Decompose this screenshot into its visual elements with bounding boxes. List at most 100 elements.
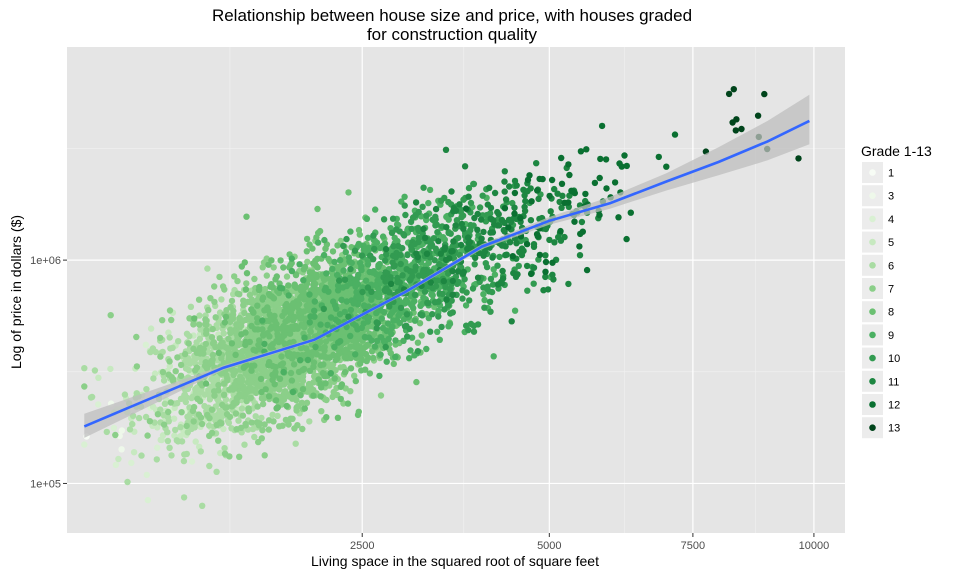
legend-item-9: 9 [862,324,894,346]
scatter-point [441,306,448,313]
scatter-point [372,282,379,289]
scatter-point [211,283,218,290]
scatter-point [273,273,280,280]
scatter-point [513,240,520,247]
major-gridlines [67,47,845,533]
scatter-point [322,338,330,345]
legend-key-dot [869,192,876,199]
scatter-point [296,261,303,268]
scatter-point [153,456,160,463]
scatter-point [732,127,739,134]
scatter-point [283,273,291,280]
scatter-point [220,425,227,433]
scatter-point [146,418,154,425]
scatter-point [363,357,370,365]
scatter-point [435,237,442,245]
scatter-point [515,262,522,270]
scatter-point [449,309,456,316]
scatter-point [318,384,325,391]
scatter-point [392,353,399,361]
scatter-point [355,294,363,301]
scatter-point [503,251,510,258]
scatter-point [481,248,489,255]
scatter-point [556,198,563,206]
scatter-point [317,321,324,328]
scatter-point [337,237,344,245]
scatter-point [289,388,297,396]
scatter-point [295,368,303,376]
scatter-point [437,250,444,257]
scatter-point [152,348,159,356]
scatter-point [351,372,358,379]
scatter-point [161,400,169,407]
scatter-point [382,269,389,276]
scatter-point [542,268,549,275]
scatter-point [307,313,314,320]
scatter-point [485,288,493,295]
scatter-point [422,234,429,241]
scatter-point [549,259,556,266]
scatter-point [533,160,540,167]
scatter-point [397,304,405,312]
scatter-point [506,239,514,246]
scatter-point [217,449,224,457]
scatter-point [284,419,292,426]
scatter-point [240,364,247,371]
scatter-point [358,265,365,273]
smooth-trend-line [83,119,810,428]
legend-label: 3 [888,191,894,203]
scatter-point [259,427,266,434]
scatter-point [351,247,359,254]
scatter-point [443,224,450,231]
scatter-point [470,180,477,188]
scatter-point [347,274,354,281]
scatter-point [238,405,246,412]
x-tick-label: 7500 [681,540,705,552]
scatter-point [449,247,456,255]
scatter-point [522,197,529,205]
scatter-point [501,168,508,175]
scatter-point [191,367,199,374]
scatter-point [371,245,378,253]
scatter-point [344,400,352,407]
scatter-point [202,380,210,387]
scatter-point [370,256,377,263]
legend-label: 11 [888,376,899,388]
scatter-point [511,189,519,197]
scatter-point [423,345,430,353]
scatter-point [314,239,322,246]
scatter-point [347,388,354,395]
scatter-point [548,176,556,184]
scatter-point [523,262,531,270]
y-axis-title: Log of price in dollars ($) [8,215,24,369]
scatter-point [268,257,275,264]
scatter-point [236,291,243,298]
scatter-point [530,264,538,271]
scatter-point [335,350,343,358]
scatter-point [397,260,404,268]
scatter-point [296,309,303,317]
scatter-point [112,461,120,469]
scatter-point [196,312,203,319]
scatter-point [243,397,250,405]
scatter-point [259,264,266,271]
scatter-point [400,316,408,323]
scatter-point [299,288,307,295]
scatter-point [320,305,327,313]
scatter-point [287,383,294,391]
scatter-point [454,268,462,275]
scatter-point [442,146,450,153]
legend-key-dot [869,215,876,223]
scatter-point [133,390,140,397]
scatter-point [351,337,358,345]
scatter-point [107,312,114,319]
scatter-point [441,194,448,202]
scatter-point [469,285,477,292]
scatter-point [329,265,336,273]
scatter-point [221,319,229,326]
legend-key-dot [869,378,876,385]
scatter-point [424,299,431,306]
scatter-point [359,284,366,291]
scatter-point [215,437,222,444]
scatter-point [216,273,223,281]
